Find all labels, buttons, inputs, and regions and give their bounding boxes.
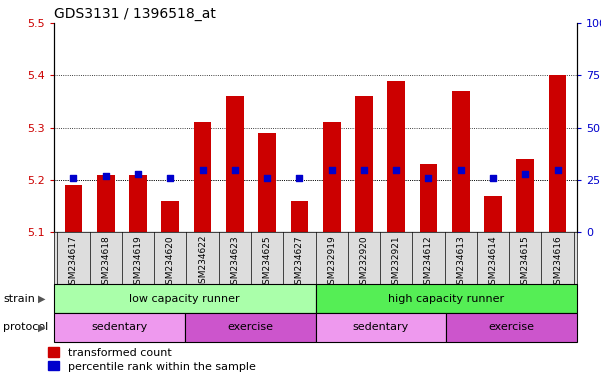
Bar <box>549 75 567 232</box>
Text: GSM234614: GSM234614 <box>489 235 498 290</box>
Bar <box>419 164 438 232</box>
Point <box>262 175 272 181</box>
Point <box>359 167 369 173</box>
Text: ▶: ▶ <box>38 322 45 333</box>
Text: GSM234622: GSM234622 <box>198 235 207 290</box>
Text: GSM234612: GSM234612 <box>424 235 433 290</box>
Point <box>327 167 337 173</box>
Point <box>488 175 498 181</box>
Text: GSM234623: GSM234623 <box>230 235 239 290</box>
Point <box>133 170 143 177</box>
Text: strain: strain <box>3 293 35 304</box>
Text: GSM234627: GSM234627 <box>295 235 304 290</box>
Bar <box>516 159 534 232</box>
Point <box>165 175 175 181</box>
Bar <box>452 91 469 232</box>
Legend: transformed count, percentile rank within the sample: transformed count, percentile rank withi… <box>47 347 255 372</box>
Text: GSM234618: GSM234618 <box>101 235 110 290</box>
Text: ▶: ▶ <box>38 293 45 304</box>
Bar <box>316 284 577 313</box>
Bar <box>387 81 405 232</box>
Text: GSM234625: GSM234625 <box>263 235 272 290</box>
Point <box>553 167 563 173</box>
Text: sedentary: sedentary <box>353 322 409 333</box>
Text: GSM234613: GSM234613 <box>456 235 465 290</box>
Text: low capacity runner: low capacity runner <box>129 293 240 304</box>
Text: GSM232919: GSM232919 <box>327 235 336 290</box>
Bar <box>355 96 373 232</box>
Bar <box>162 201 179 232</box>
Bar <box>185 313 316 342</box>
Text: exercise: exercise <box>489 322 535 333</box>
Text: exercise: exercise <box>227 322 273 333</box>
Bar <box>323 122 341 232</box>
Text: GSM234620: GSM234620 <box>166 235 175 290</box>
Bar <box>64 185 82 232</box>
Text: GSM234615: GSM234615 <box>521 235 530 290</box>
Point <box>520 170 530 177</box>
Point <box>101 173 111 179</box>
Bar <box>258 133 276 232</box>
Bar <box>129 175 147 232</box>
Text: high capacity runner: high capacity runner <box>388 293 504 304</box>
Text: GSM234619: GSM234619 <box>133 235 142 290</box>
Text: GSM234617: GSM234617 <box>69 235 78 290</box>
Point <box>294 175 304 181</box>
Bar <box>97 175 115 232</box>
Point <box>198 167 207 173</box>
Point <box>391 167 401 173</box>
Bar <box>54 313 185 342</box>
Bar <box>194 122 212 232</box>
Point <box>456 167 466 173</box>
Point <box>230 167 240 173</box>
Point <box>424 175 433 181</box>
Bar <box>54 284 316 313</box>
Point <box>69 175 78 181</box>
Text: protocol: protocol <box>3 322 48 333</box>
Bar <box>226 96 244 232</box>
Text: GSM232920: GSM232920 <box>359 235 368 290</box>
Bar <box>484 196 502 232</box>
Text: sedentary: sedentary <box>91 322 148 333</box>
Bar <box>316 313 446 342</box>
Text: GDS3131 / 1396518_at: GDS3131 / 1396518_at <box>54 7 216 21</box>
Text: GSM232921: GSM232921 <box>392 235 401 290</box>
Text: GSM234616: GSM234616 <box>553 235 562 290</box>
Bar <box>446 313 577 342</box>
Bar <box>290 201 308 232</box>
